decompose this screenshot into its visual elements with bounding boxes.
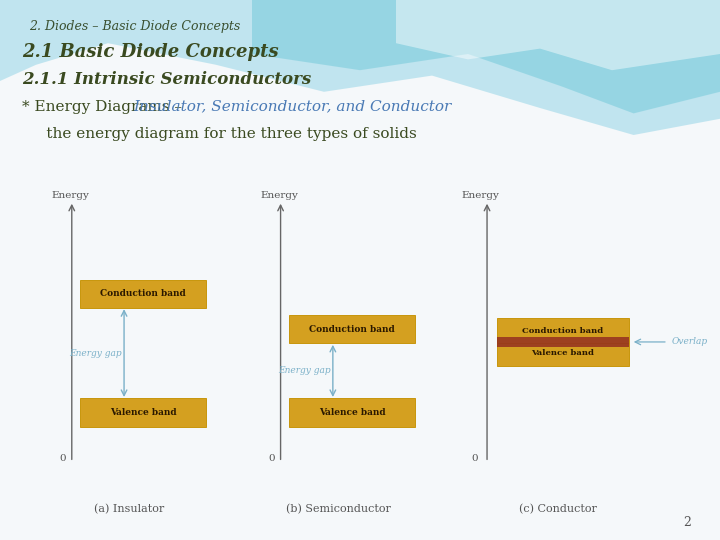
Bar [289,315,415,343]
Bar [497,337,629,347]
Text: (c) Conductor: (c) Conductor [519,504,597,514]
Bar [497,340,629,366]
Text: Conduction band: Conduction band [522,327,603,335]
Text: 0: 0 [268,454,274,463]
Polygon shape [252,0,720,113]
Text: Energy: Energy [51,191,89,200]
Text: Valence band: Valence band [531,349,595,357]
Bar [80,399,207,427]
Text: 2. Diodes – Basic Diode Concepts: 2. Diodes – Basic Diode Concepts [29,19,240,33]
Text: 2: 2 [683,516,691,529]
Text: Energy: Energy [260,191,298,200]
Text: 0: 0 [59,454,66,463]
Text: Valence band: Valence band [109,408,176,417]
Text: 2.1 Basic Diode Concepts: 2.1 Basic Diode Concepts [22,43,278,60]
Text: (a) Insulator: (a) Insulator [94,504,165,514]
Text: 2.1.1 Intrinsic Semiconductors: 2.1.1 Intrinsic Semiconductors [22,71,311,87]
Text: Energy gap: Energy gap [69,349,122,357]
Text: Overlap: Overlap [672,338,708,347]
Text: Energy gap: Energy gap [278,367,330,375]
Text: Conduction band: Conduction band [309,325,395,334]
Text: Conduction band: Conduction band [100,289,186,298]
Text: Insulator, Semiconductor, and Conductor: Insulator, Semiconductor, and Conductor [133,100,451,114]
Text: Valence band: Valence band [318,408,385,417]
Bar [289,399,415,427]
Text: Energy: Energy [462,191,500,200]
Polygon shape [396,0,720,70]
Text: * Energy Diagrams –: * Energy Diagrams – [22,100,186,114]
Bar [80,280,207,308]
Polygon shape [0,0,720,135]
Text: the energy diagram for the three types of solids: the energy diagram for the three types o… [22,127,416,141]
Text: 0: 0 [472,454,478,463]
Bar [497,318,629,343]
Text: (b) Semiconductor: (b) Semiconductor [286,504,391,514]
